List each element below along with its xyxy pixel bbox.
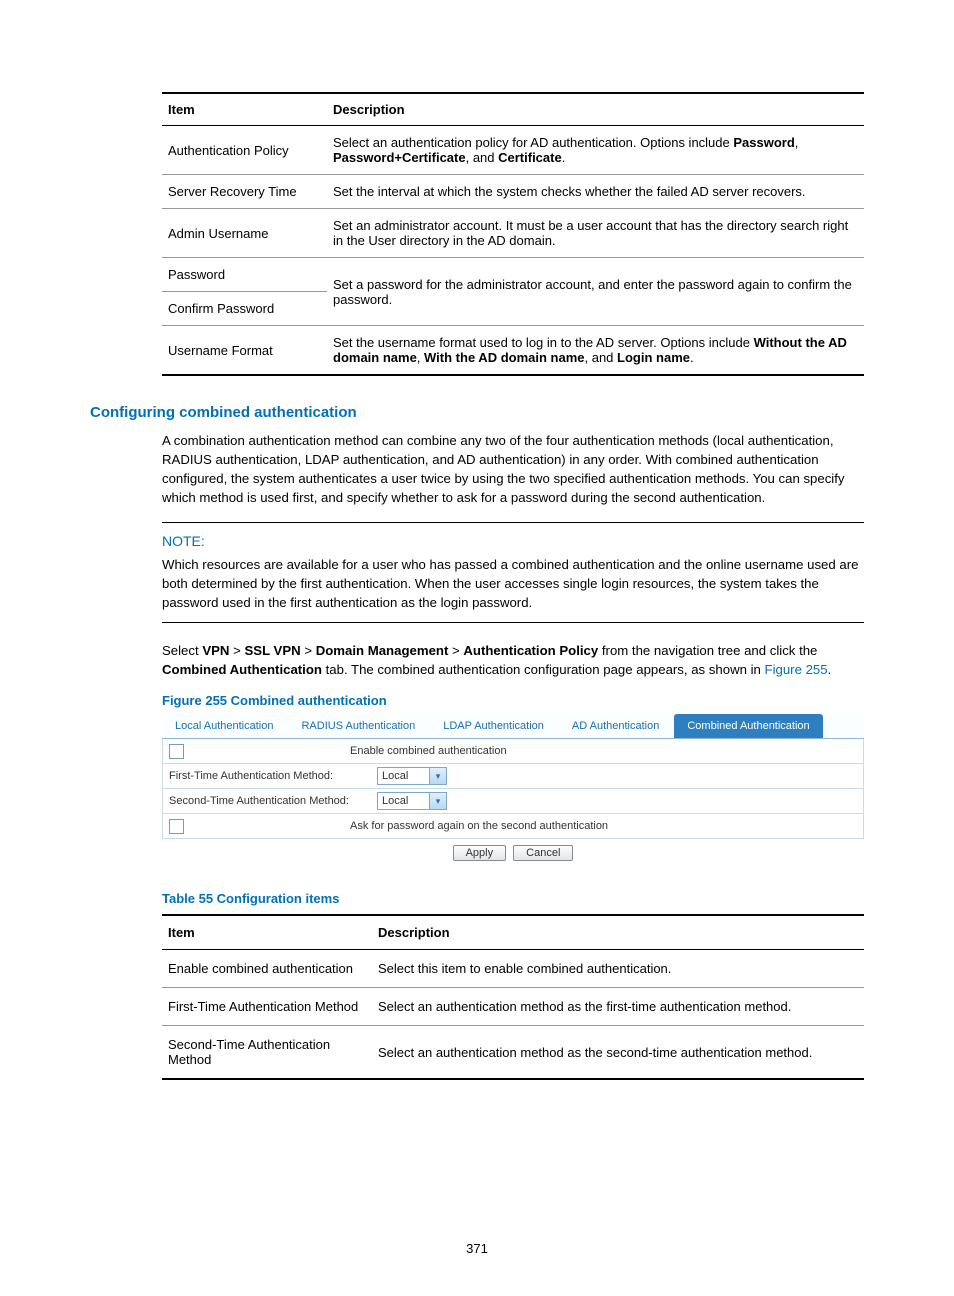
section-heading: Configuring combined authentication: [90, 404, 864, 421]
table-row-desc: Select an authentication method as the s…: [372, 1026, 864, 1080]
table-row-item: Server Recovery Time: [162, 175, 327, 209]
table1-head-desc: Description: [327, 93, 864, 126]
table-row-desc: Set an administrator account. It must be…: [327, 209, 864, 258]
second-auth-label: Second-Time Authentication Method:: [169, 795, 369, 807]
table-row-item: Password: [162, 258, 327, 292]
first-auth-row: First-Time Authentication Method: Local …: [162, 764, 864, 789]
apply-button[interactable]: Apply: [453, 845, 507, 861]
page-number: 371: [0, 1241, 954, 1256]
enable-row: Enable combined authentication: [162, 739, 864, 764]
chevron-down-icon: ▾: [429, 768, 446, 784]
enable-label: Enable combined authentication: [350, 745, 507, 757]
config-items-table: Item Description Enable combined authent…: [162, 914, 864, 1080]
nav-paragraph: Select VPN > SSL VPN > Domain Management…: [90, 641, 864, 679]
table-row-desc: Set the username format used to log in t…: [327, 326, 864, 376]
tab-combined-authentication[interactable]: Combined Authentication: [674, 714, 822, 738]
auth-tabs: Local AuthenticationRADIUS Authenticatio…: [162, 714, 864, 739]
ask-password-checkbox[interactable]: [169, 819, 184, 834]
table-row-desc: Set a password for the administrator acc…: [327, 258, 864, 326]
intro-paragraph: A combination authentication method can …: [90, 431, 864, 508]
table-row-item: Confirm Password: [162, 292, 327, 326]
first-auth-select[interactable]: Local ▾: [377, 767, 447, 785]
first-auth-label: First-Time Authentication Method:: [169, 770, 369, 782]
cancel-button[interactable]: Cancel: [513, 845, 573, 861]
second-auth-select[interactable]: Local ▾: [377, 792, 447, 810]
ask-password-row: Ask for password again on the second aut…: [162, 814, 864, 839]
table-row-desc: Select an authentication policy for AD a…: [327, 126, 864, 175]
figure-link[interactable]: Figure 255: [765, 662, 828, 677]
figure-buttons: Apply Cancel: [162, 845, 864, 861]
table-row-item: First-Time Authentication Method: [162, 988, 372, 1026]
table-row-item: Authentication Policy: [162, 126, 327, 175]
table2-caption: Table 55 Configuration items: [162, 891, 864, 906]
table-row-desc: Select this item to enable combined auth…: [372, 950, 864, 988]
enable-checkbox[interactable]: [169, 744, 184, 759]
note-body: Which resources are available for a user…: [162, 555, 864, 612]
ask-password-label: Ask for password again on the second aut…: [350, 820, 608, 832]
first-auth-value: Local: [382, 770, 408, 782]
table-row-desc: Set the interval at which the system che…: [327, 175, 864, 209]
table-row-desc: Select an authentication method as the f…: [372, 988, 864, 1026]
table2-head-item: Item: [162, 915, 372, 950]
tab-local-authentication[interactable]: Local Authentication: [162, 714, 286, 738]
chevron-down-icon: ▾: [429, 793, 446, 809]
table2-head-desc: Description: [372, 915, 864, 950]
combined-auth-figure: Local AuthenticationRADIUS Authenticatio…: [162, 714, 864, 861]
note-label: NOTE:: [162, 533, 864, 549]
second-auth-value: Local: [382, 795, 408, 807]
table-row-item: Username Format: [162, 326, 327, 376]
tab-ad-authentication[interactable]: AD Authentication: [559, 714, 672, 738]
table-row-item: Second-Time Authentication Method: [162, 1026, 372, 1080]
ad-auth-table: Item Description Authentication PolicySe…: [162, 92, 864, 376]
second-auth-row: Second-Time Authentication Method: Local…: [162, 789, 864, 814]
tab-ldap-authentication[interactable]: LDAP Authentication: [430, 714, 557, 738]
note-box: NOTE: Which resources are available for …: [162, 522, 864, 623]
table1-head-item: Item: [162, 93, 327, 126]
table-row-item: Admin Username: [162, 209, 327, 258]
table-row-item: Enable combined authentication: [162, 950, 372, 988]
figure-caption: Figure 255 Combined authentication: [162, 693, 864, 708]
tab-radius-authentication[interactable]: RADIUS Authentication: [288, 714, 428, 738]
